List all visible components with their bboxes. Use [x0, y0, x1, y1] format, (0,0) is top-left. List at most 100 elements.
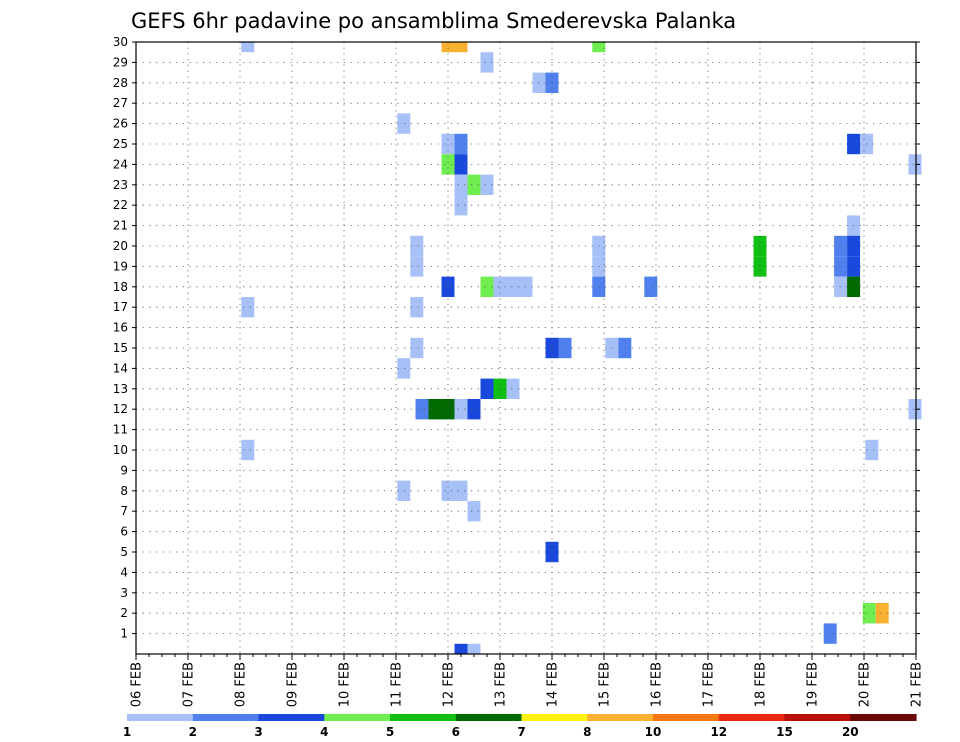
heatmap-cell [441, 133, 455, 155]
legend-swatch [718, 714, 786, 721]
x-tick-label: 11 FEB [390, 662, 405, 707]
heatmap-cell [241, 297, 255, 318]
heatmap-cell [410, 337, 424, 359]
heatmap-cell [519, 276, 533, 297]
y-tick-label: 6 [120, 525, 128, 539]
y-tick-label: 14 [113, 361, 128, 375]
legend-tick-label: 15 [776, 725, 793, 739]
legend-swatch [784, 714, 851, 721]
y-tick-label: 9 [120, 463, 128, 477]
y-tick-label: 19 [113, 259, 128, 273]
heatmap-cell [454, 174, 468, 195]
heatmap-cell [618, 337, 632, 359]
heatmap-cell [454, 154, 468, 175]
heatmap-cell [428, 399, 442, 420]
y-tick-label: 15 [113, 341, 128, 355]
x-tick-label: 06 FEB [130, 662, 145, 707]
chart-title: GEFS 6hr padavine po ansamblima Smederev… [131, 9, 736, 33]
y-tick-label: 25 [113, 137, 128, 151]
plot-frame [135, 41, 917, 655]
legend-tick-label: 8 [583, 725, 591, 739]
y-tick-label: 16 [113, 321, 128, 335]
heatmap-cell [506, 276, 520, 297]
heatmap-cell [397, 113, 411, 134]
heatmap-cell [506, 378, 520, 399]
heatmap-cell [480, 52, 494, 73]
heatmap-cell [241, 42, 255, 53]
y-tick-label: 29 [113, 55, 128, 69]
x-tick-label: 13 FEB [494, 662, 509, 707]
legend-tick-label: 2 [189, 725, 197, 739]
heatmap-cell [441, 276, 455, 297]
y-tick-label: 1 [120, 627, 128, 641]
heatmap-cell [415, 399, 429, 420]
y-tick-label: 22 [113, 198, 128, 212]
y-tick-label: 17 [113, 300, 128, 314]
x-tick-label: 09 FEB [286, 662, 301, 707]
x-tick-label: 08 FEB [234, 662, 249, 707]
y-tick-label: 26 [113, 117, 128, 131]
heatmap-cell [908, 399, 922, 420]
x-tick-label: 21 FEB [910, 662, 925, 707]
heatmap-cell [410, 235, 424, 257]
legend-swatch [192, 714, 260, 721]
heatmap-cell [454, 195, 468, 216]
heatmap-cell [467, 399, 481, 420]
legend-swatch [258, 714, 325, 721]
x-tick-label: 10 FEB [338, 662, 353, 707]
x-tick-label: 17 FEB [702, 662, 717, 707]
legend-tick-label: 5 [386, 725, 394, 739]
legend-tick-label: 10 [645, 725, 662, 739]
y-tick-label: 13 [113, 382, 128, 396]
heatmap-cell [823, 623, 837, 644]
x-tick-label: 07 FEB [182, 662, 197, 707]
y-tick-label: 11 [113, 423, 128, 437]
legend-swatch [127, 714, 194, 721]
y-tick-label: 21 [113, 219, 128, 233]
x-tick-label: 16 FEB [650, 662, 665, 707]
y-tick-label: 23 [113, 178, 128, 192]
heatmap-cell [480, 174, 494, 195]
y-tick-label: 24 [113, 157, 128, 171]
heatmap-cell [454, 643, 468, 654]
heatmap-cell [644, 276, 658, 297]
x-tick-label: 15 FEB [598, 662, 613, 707]
heatmap-cell [397, 480, 411, 501]
y-tick-label: 28 [113, 76, 128, 90]
y-tick-label: 8 [120, 484, 128, 498]
heatmap-cell [441, 480, 455, 501]
heatmap-cell [241, 439, 255, 461]
heatmap-cell [441, 154, 455, 175]
y-tick-label: 20 [113, 239, 128, 253]
heatmap-cell [493, 378, 507, 399]
heatmap-cell [480, 378, 494, 399]
axes: 1234567891011121314151617181920212223242… [113, 35, 925, 707]
x-tick-label: 19 FEB [806, 662, 821, 707]
heatmap-cell [441, 399, 455, 420]
y-tick-label: 18 [113, 280, 128, 294]
y-tick-label: 2 [120, 606, 128, 620]
heatmap-cells [241, 42, 922, 654]
y-tick-label: 4 [120, 565, 128, 579]
legend-tick-label: 12 [710, 725, 727, 739]
heatmap-cell [410, 297, 424, 318]
y-tick-label: 10 [113, 443, 128, 457]
legend-tick-label: 7 [517, 725, 525, 739]
x-tick-label: 20 FEB [858, 662, 873, 707]
x-tick-label: 18 FEB [754, 662, 769, 707]
legend-swatch [455, 714, 523, 721]
x-tick-label: 14 FEB [546, 662, 561, 707]
gridlines [135, 41, 917, 654]
heatmap-cell [454, 42, 468, 53]
heatmap-cell [467, 174, 481, 195]
heatmap-cell [862, 603, 876, 624]
legend-swatch [587, 714, 654, 721]
legend-tick-label: 20 [842, 725, 859, 739]
y-tick-label: 5 [120, 545, 128, 559]
x-tick-label: 12 FEB [442, 662, 457, 707]
heatmap-cell [454, 399, 468, 420]
y-tick-label: 3 [120, 586, 128, 600]
heatmap-cell [493, 276, 507, 297]
heatmap-cell [480, 276, 494, 297]
